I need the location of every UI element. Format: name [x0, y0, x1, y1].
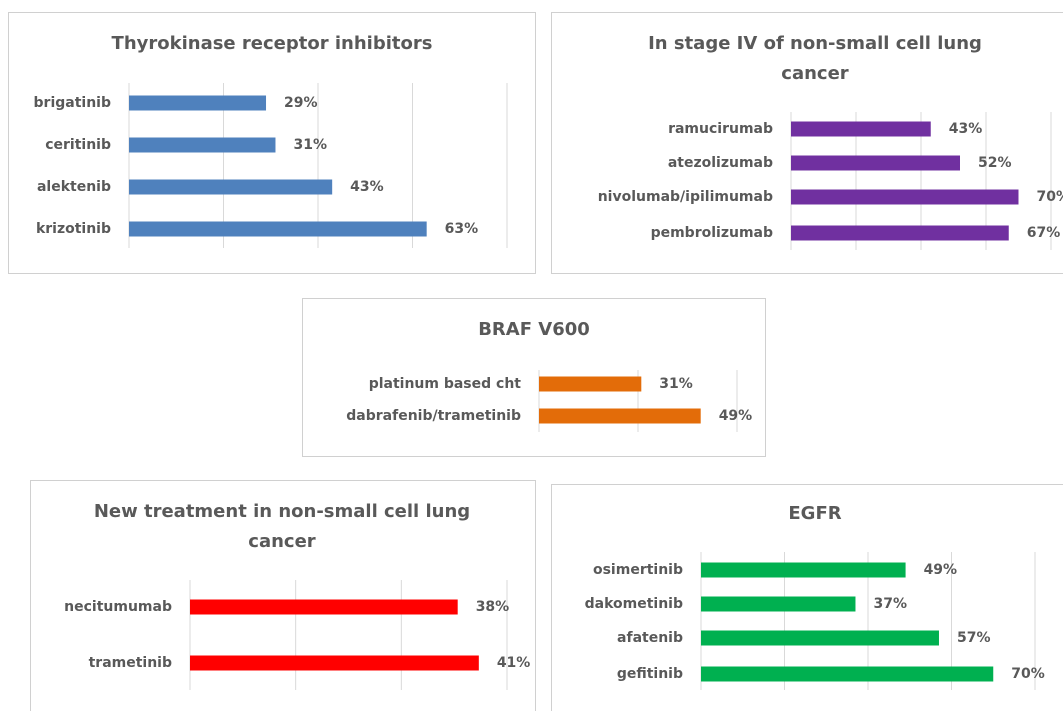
value-label: 57% [957, 630, 991, 646]
category-label: osimertinib [593, 562, 683, 578]
value-label: 70% [1011, 666, 1045, 682]
bar [701, 562, 906, 578]
category-label: dabrafenib/trametinib [346, 408, 521, 424]
category-label: ramucirumab [668, 121, 773, 137]
chart-title: Thyrokinase receptor inhibitors [111, 33, 433, 54]
bar [129, 95, 267, 111]
value-label: 43% [949, 121, 983, 137]
category-label: nivolumab/ipilimumab [598, 189, 773, 205]
value-label: 29% [284, 95, 318, 111]
category-label: ceritinib [45, 137, 111, 153]
category-label: necitumumab [64, 599, 172, 615]
category-label: dakometinib [585, 596, 683, 612]
category-label: brigatinib [34, 95, 111, 111]
chart-title: BRAF V600 [478, 319, 590, 340]
value-label: 52% [978, 155, 1012, 171]
bar [791, 225, 1009, 241]
value-label: 38% [476, 599, 510, 615]
bar [190, 599, 458, 615]
value-label: 31% [293, 137, 327, 153]
value-label: 49% [924, 562, 958, 578]
bar [539, 408, 701, 424]
category-label: gefitinib [617, 666, 683, 682]
category-label: trametinib [89, 655, 172, 671]
bar [190, 655, 479, 671]
value-label: 70% [1037, 189, 1063, 205]
bar [129, 137, 276, 153]
value-label: 67% [1027, 225, 1061, 241]
value-label: 43% [350, 179, 384, 195]
value-label: 37% [873, 596, 907, 612]
category-label: krizotinib [36, 221, 111, 237]
category-label: alektenib [37, 179, 111, 195]
bar [129, 179, 333, 195]
chart-title: EGFR [788, 503, 842, 524]
bar [701, 666, 994, 682]
bar [791, 155, 960, 171]
bar [791, 121, 931, 137]
chart-frame [30, 480, 536, 711]
value-label: 41% [497, 655, 531, 671]
bar [701, 630, 939, 646]
value-label: 31% [659, 376, 693, 392]
chart-title: In stage IV of non-small cell lung cance… [648, 33, 982, 84]
bar [791, 189, 1019, 205]
value-label: 63% [445, 221, 479, 237]
chart-frame [302, 298, 766, 457]
category-label: platinum based cht [369, 376, 522, 392]
bar [701, 596, 856, 612]
bar [129, 221, 427, 237]
bar [539, 376, 642, 392]
category-label: afatenib [617, 630, 683, 646]
category-label: pembrolizumab [651, 225, 773, 241]
value-label: 49% [719, 408, 753, 424]
category-label: atezolizumab [668, 155, 773, 171]
chart-title: New treatment in non-small cell lung can… [93, 501, 471, 552]
